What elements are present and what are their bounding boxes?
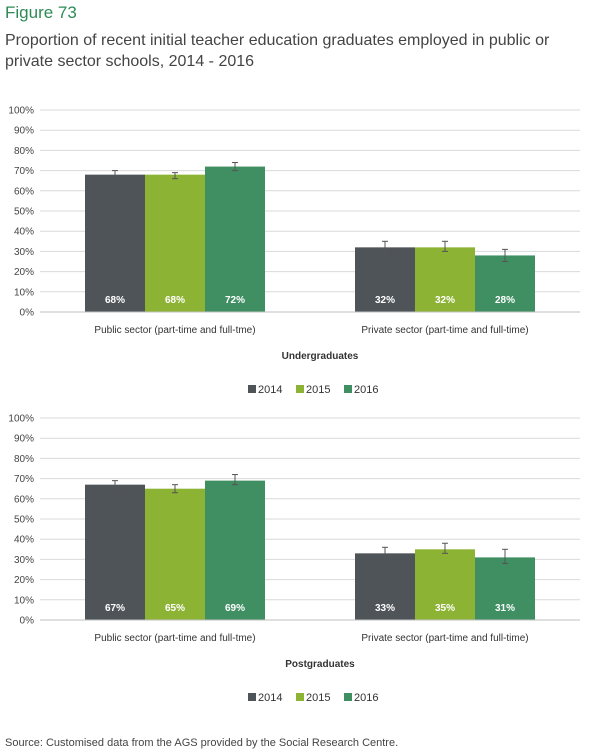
chart1-data-label: 35%: [435, 603, 455, 614]
chart0-data-label: 72%: [225, 295, 245, 306]
chart0-y-tick-label: 30%: [14, 247, 34, 258]
chart1-data-label: 69%: [225, 603, 245, 614]
chart0-y-tick-label: 100%: [8, 106, 34, 117]
chart0-category-label: Public sector (part-time and full-tme): [94, 325, 255, 336]
chart0-y-tick-label: 90%: [14, 126, 34, 137]
chart1-bar-2016-public: [205, 480, 265, 620]
chart1-category-label: Private sector (part-time and full-time): [361, 633, 528, 644]
chart1-data-label: 33%: [375, 603, 395, 614]
undergraduates-chart: 0% 10% 20% 30% 40% 50% 60% 70% 80% 90% 100% 68% 68% 7…: [0, 100, 600, 410]
chart0-legend-swatch-2016: [344, 385, 352, 393]
chart0-data-label: 68%: [105, 295, 125, 306]
chart1-y-tick-label: 0%: [20, 616, 35, 627]
chart1-bar-2015-public: [145, 488, 205, 620]
chart0-legend-label-2014: 2014: [258, 384, 282, 396]
chart1-y-tick-label: 60%: [14, 494, 34, 505]
chart0-legend-label-2016: 2016: [354, 384, 378, 396]
chart0-subtitle: Undergraduates: [282, 351, 359, 362]
chart1-legend-label-2016: 2016: [354, 692, 378, 704]
chart1-data-label: 67%: [105, 603, 125, 614]
source-note: Source: Customised data from the AGS pro…: [5, 737, 399, 749]
chart0-y-tick-label: 0%: [20, 308, 35, 319]
chart0-y-tick-label: 50%: [14, 207, 34, 218]
chart0-legend-label-2015: 2015: [306, 384, 330, 396]
postgraduates-chart: 0% 10% 20% 30% 40% 50% 60% 70% 80% 90% 100% 67% 65% 6…: [0, 408, 600, 718]
chart1-y-tick-label: 80%: [14, 454, 34, 465]
chart0-bar-2014-private: [355, 247, 415, 312]
chart1-y-tick-label: 90%: [14, 434, 34, 445]
postgraduates-chart-svg: 0% 10% 20% 30% 40% 50% 60% 70% 80% 90% 100% 67% 65% 6…: [8, 414, 580, 704]
chart0-legend-swatch-2014: [248, 385, 256, 393]
chart0-bar-2016-private: [475, 255, 535, 312]
chart1-legend-swatch-2015: [296, 693, 304, 701]
chart0-data-label: 28%: [495, 295, 515, 306]
chart1-y-tick-label: 30%: [14, 555, 34, 566]
chart1-bar-2016-private: [475, 557, 535, 620]
chart0-y-tick-label: 40%: [14, 227, 34, 238]
chart1-y-tick-label: 20%: [14, 575, 34, 586]
chart1-category-label: Public sector (part-time and full-tme): [94, 633, 255, 644]
chart1-data-label: 31%: [495, 603, 515, 614]
chart1-legend-swatch-2016: [344, 693, 352, 701]
undergraduates-chart-svg: 0% 10% 20% 30% 40% 50% 60% 70% 80% 90% 100% 68% 68% 7…: [8, 106, 580, 396]
chart1-y-tick-label: 50%: [14, 515, 34, 526]
chart1-y-tick-label: 10%: [14, 595, 34, 606]
chart1-bar-2014-private: [355, 553, 415, 620]
chart1-data-label: 65%: [165, 603, 185, 614]
chart1-bar-2014-public: [85, 484, 145, 620]
chart1-y-tick-label: 70%: [14, 474, 34, 485]
chart0-bar-2015-private: [415, 247, 475, 312]
chart0-y-tick-label: 20%: [14, 267, 34, 278]
chart0-data-label: 32%: [435, 295, 455, 306]
figure-title: Proportion of recent initial teacher edu…: [5, 32, 550, 70]
chart0-data-label: 32%: [375, 295, 395, 306]
chart0-y-tick-label: 10%: [14, 287, 34, 298]
chart1-subtitle: Postgraduates: [285, 659, 355, 670]
chart0-legend-swatch-2015: [296, 385, 304, 393]
chart0-bar-2016-public: [205, 166, 265, 312]
chart0-data-label: 68%: [165, 295, 185, 306]
chart0-y-tick-label: 80%: [14, 146, 34, 157]
chart0-bar-2014-public: [85, 174, 145, 312]
chart0-y-tick-label: 60%: [14, 186, 34, 197]
chart1-legend-label-2014: 2014: [258, 692, 282, 704]
chart1-y-tick-label: 40%: [14, 535, 34, 546]
chart1-y-tick-label: 100%: [8, 414, 34, 425]
chart0-category-label: Private sector (part-time and full-time): [361, 325, 528, 336]
chart1-bar-2015-private: [415, 549, 475, 620]
chart0-bar-2015-public: [145, 174, 205, 312]
chart1-legend-label-2015: 2015: [306, 692, 330, 704]
figure-label: Figure 73: [5, 3, 77, 22]
chart0-y-tick-label: 70%: [14, 166, 34, 177]
chart1-legend-swatch-2014: [248, 693, 256, 701]
